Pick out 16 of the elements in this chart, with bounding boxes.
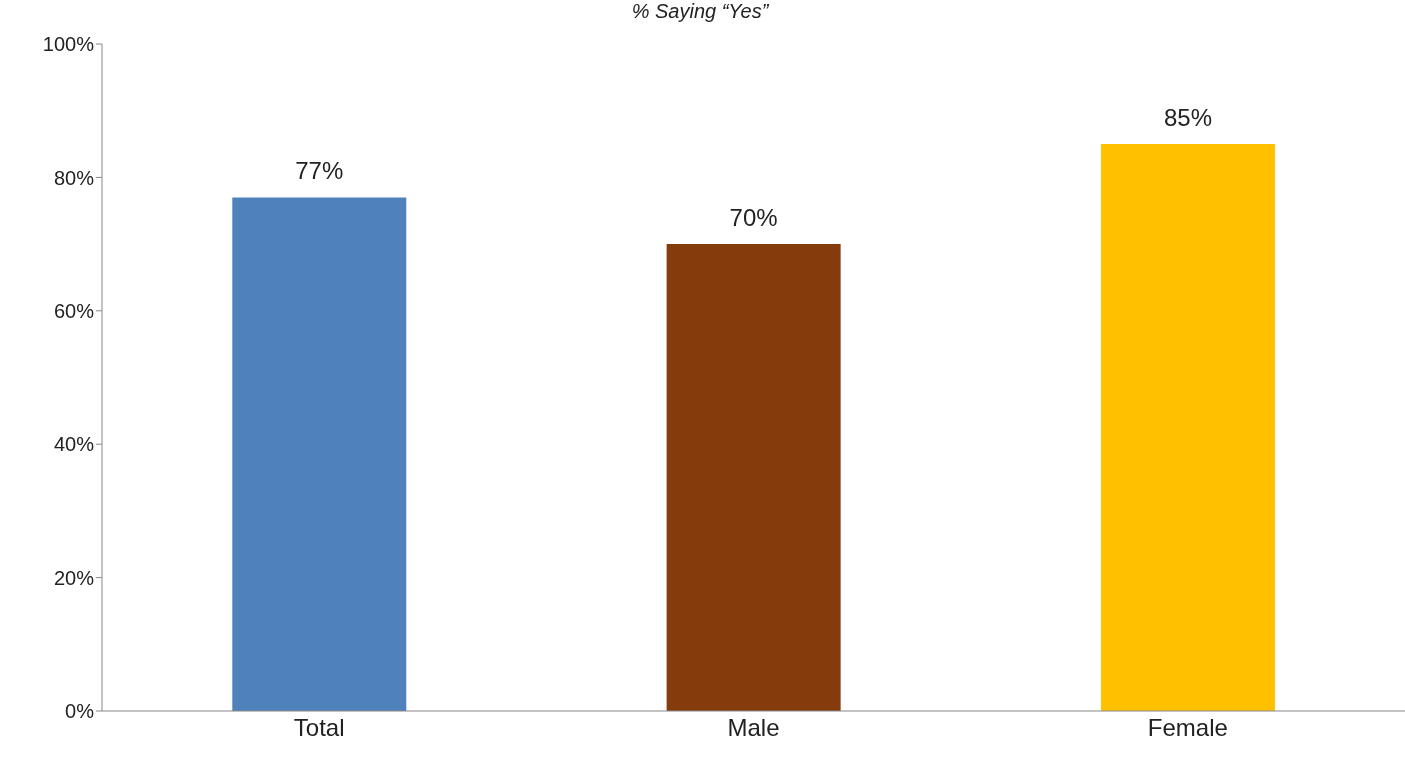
y-tick-label: 60% — [53, 299, 95, 322]
x-tick-label: Female — [1147, 714, 1228, 742]
bar — [1100, 144, 1275, 711]
y-tick-label: 40% — [53, 433, 95, 456]
y-tick-label: 100% — [42, 33, 95, 56]
x-tick-label: Male — [727, 714, 780, 742]
data-label: 77% — [295, 157, 344, 185]
x-tick-label: Total — [293, 714, 345, 742]
y-tick-label: 0% — [65, 700, 95, 723]
bar — [666, 244, 841, 711]
data-label: 70% — [729, 204, 778, 232]
y-tick-label: 80% — [53, 166, 95, 189]
y-tick-label: 20% — [53, 566, 95, 589]
chart-title: % Saying “Yes” — [631, 0, 769, 23]
bar — [232, 197, 407, 711]
data-label: 85% — [1163, 104, 1212, 132]
